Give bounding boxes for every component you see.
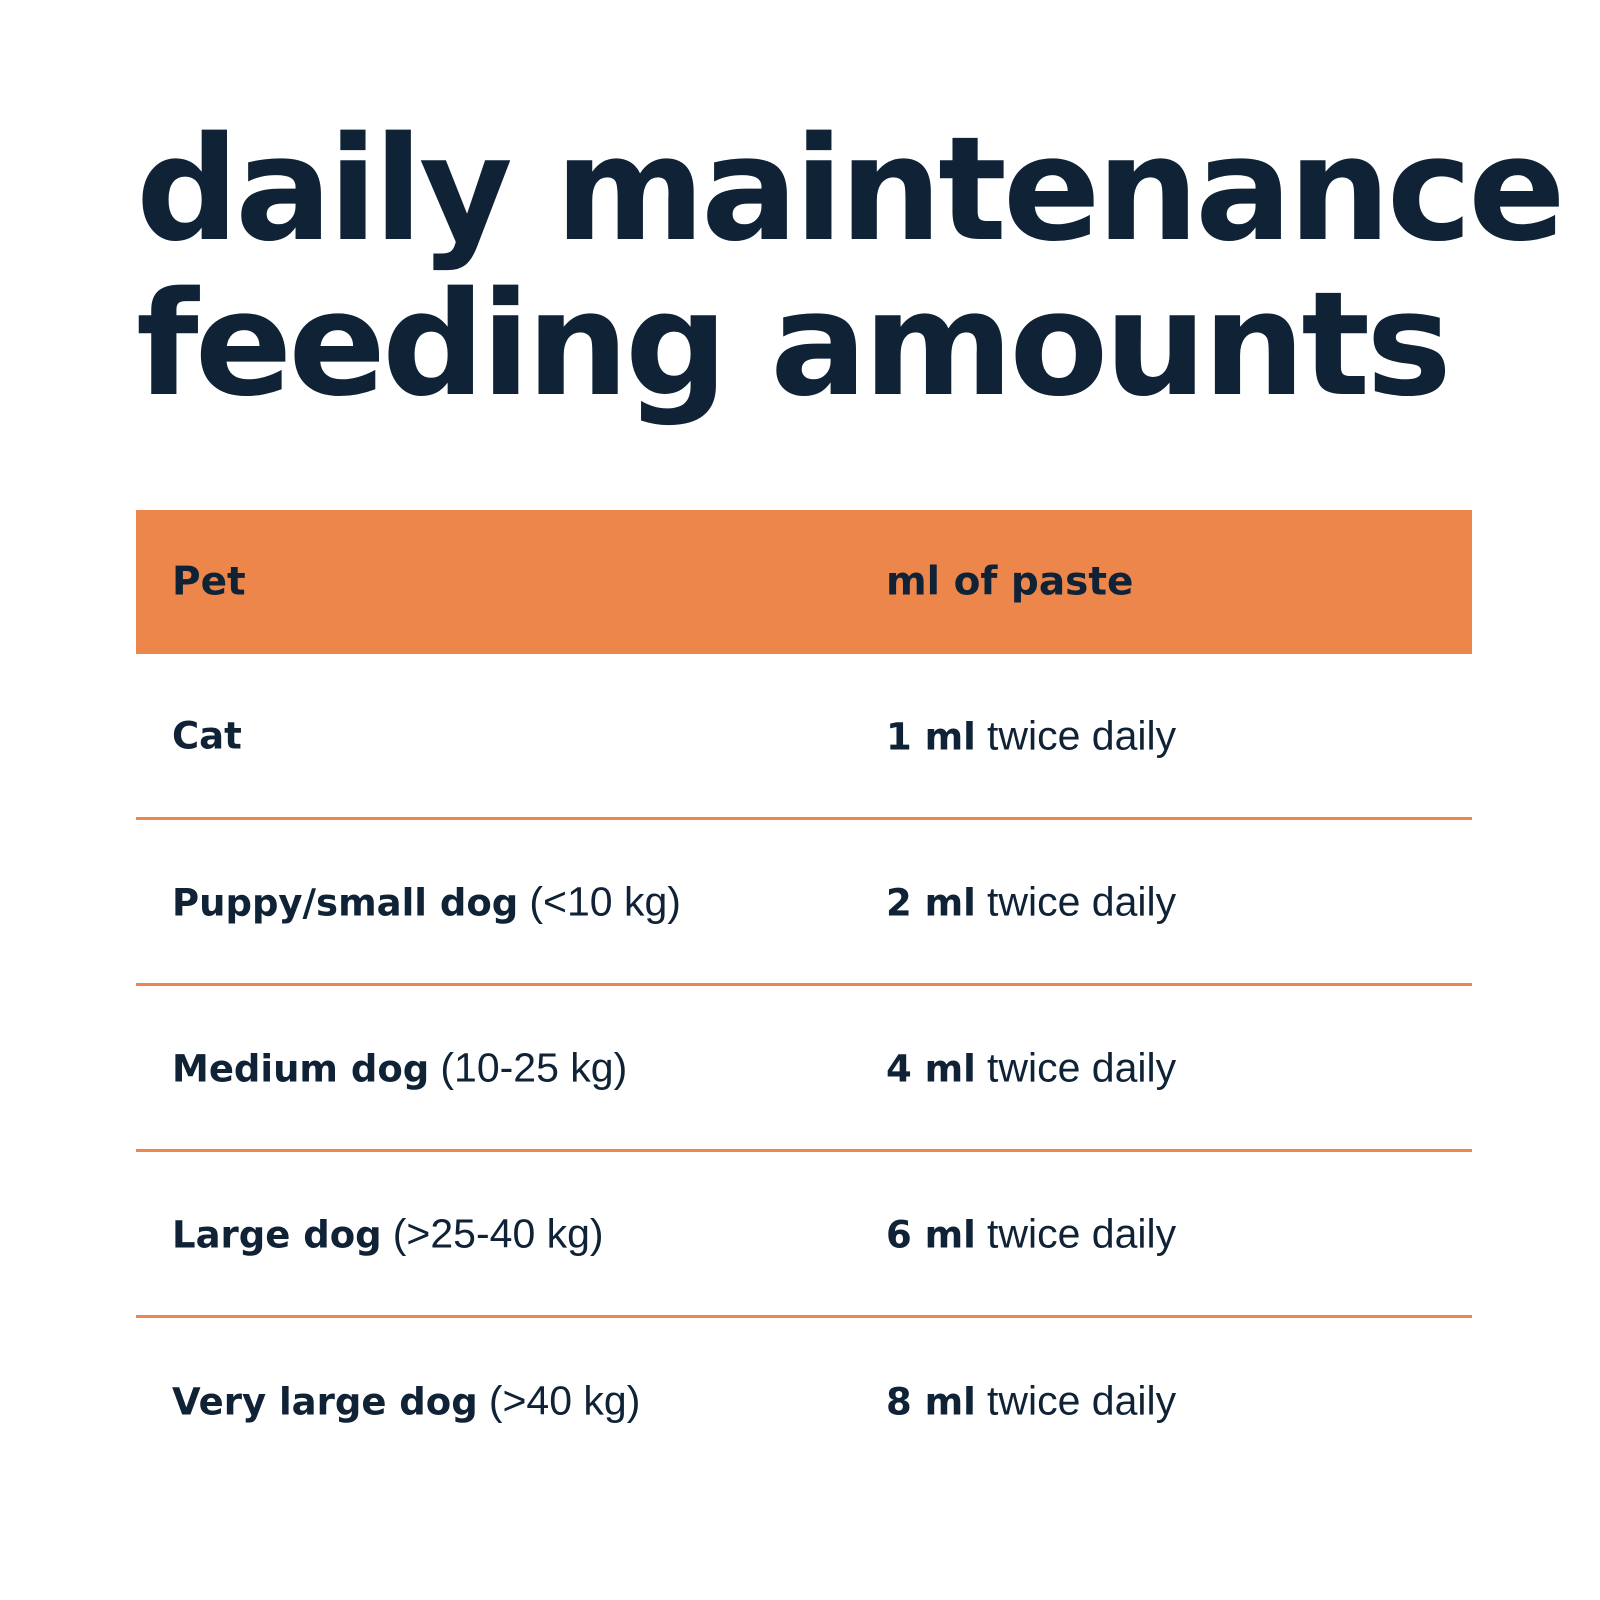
title-line-1: daily maintenance [136,105,1566,273]
pet-weight: (10-25 kg) [440,1044,628,1090]
amount-cell: 4 ml twice daily [886,1044,1176,1091]
table-row: Puppy/small dog (<10 kg) 2 ml twice dail… [136,820,1472,986]
dose: 1 ml [886,715,976,758]
frequency: twice daily [987,1210,1177,1256]
dose: 4 ml [886,1047,976,1090]
table-header: Pet ml of paste [136,510,1472,654]
table-row: Large dog (>25-40 kg) 6 ml twice daily [136,1152,1472,1318]
pet-name: Cat [172,714,242,757]
amount-cell: 6 ml twice daily [886,1210,1176,1257]
pet-cell: Puppy/small dog (<10 kg) [172,878,681,925]
table-row: Very large dog (>40 kg) 8 ml twice daily [136,1318,1472,1484]
frequency: twice daily [987,712,1177,758]
frequency: twice daily [987,1044,1177,1090]
pet-cell: Large dog (>25-40 kg) [172,1210,604,1257]
dose: 8 ml [886,1380,976,1424]
title-line-2: feeding amounts [136,260,1452,428]
header-pet: Pet [172,559,246,605]
amount-cell: 2 ml twice daily [886,878,1176,925]
page-title: daily maintenance feeding amounts [136,105,1566,428]
pet-weight: (>40 kg) [488,1377,641,1424]
dose: 2 ml [886,881,976,924]
table-row: Medium dog (10-25 kg) 4 ml twice daily [136,986,1472,1152]
table-row: Cat 1 ml twice daily [136,654,1472,820]
dose: 6 ml [886,1213,976,1256]
pet-weight: (<10 kg) [529,878,681,924]
amount-cell: 8 ml twice daily [886,1378,1176,1425]
pet-name: Very large dog [172,1380,478,1424]
amount-cell: 1 ml twice daily [886,712,1176,759]
pet-cell: Medium dog (10-25 kg) [172,1044,627,1091]
header-amount: ml of paste [886,559,1134,605]
pet-weight: (>25-40 kg) [392,1210,604,1256]
pet-name: Puppy/small dog [172,881,519,924]
pet-cell: Cat [172,713,242,758]
pet-name: Large dog [172,1213,382,1256]
pet-cell: Very large dog (>40 kg) [172,1378,640,1425]
feeding-table: Pet ml of paste Cat 1 ml twice daily Pup… [136,510,1472,1484]
frequency: twice daily [987,878,1177,924]
frequency: twice daily [987,1377,1177,1424]
pet-name: Medium dog [172,1047,430,1090]
